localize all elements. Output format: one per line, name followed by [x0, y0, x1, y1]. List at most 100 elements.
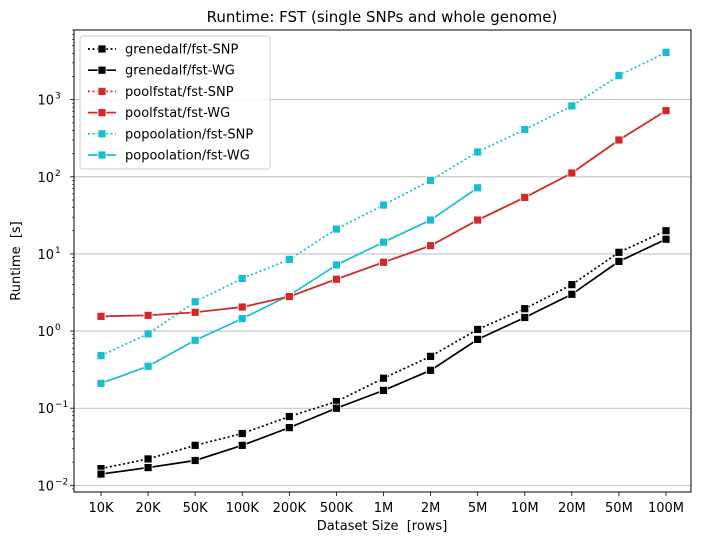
data-point	[143, 310, 153, 320]
y-tick-label: 10	[37, 171, 54, 186]
x-tick-label: 10M	[511, 501, 539, 516]
data-point	[190, 440, 200, 450]
data-point	[567, 280, 577, 290]
data-point	[237, 440, 247, 450]
data-point	[661, 106, 671, 116]
data-point	[190, 335, 200, 345]
y-axis-title: Runtime [s]	[9, 221, 24, 300]
x-tick-label: 500K	[320, 501, 354, 516]
y-tick-base: 10	[37, 325, 54, 340]
x-tick-label: 50M	[605, 501, 633, 516]
data-point	[473, 183, 483, 193]
x-tick-label: 5M	[468, 501, 488, 516]
data-point	[379, 386, 388, 395]
x-tick-label: 100K	[226, 501, 260, 516]
data-point	[332, 224, 341, 234]
data-point	[332, 274, 341, 284]
x-tick-label: 1M	[374, 501, 394, 516]
data-point	[237, 302, 247, 312]
legend-item: popoolation/fst-WG	[88, 149, 250, 164]
data-point	[614, 257, 624, 266]
data-point	[614, 71, 624, 81]
data-point	[190, 456, 200, 465]
legend-label: poolfstat/fst-WG	[125, 106, 230, 121]
legend-item: poolfstat/fst-WG	[88, 106, 230, 121]
plot-frame	[73, 29, 692, 493]
data-point	[237, 274, 247, 283]
data-point	[614, 135, 624, 145]
data-point	[143, 454, 153, 464]
data-point	[284, 254, 294, 264]
data-point	[284, 412, 294, 421]
data-point	[473, 215, 483, 225]
series-line	[100, 238, 667, 475]
data-point	[143, 463, 153, 472]
x-tick-label: 2M	[421, 501, 441, 516]
legend-marker	[97, 129, 107, 139]
data-point	[520, 304, 530, 314]
data-point	[473, 147, 483, 157]
legend-label: popoolation/fst-SNP	[125, 127, 253, 142]
x-tick-label: 50K	[183, 501, 209, 516]
data-point	[520, 313, 530, 322]
legend-marker	[97, 108, 107, 117]
data-point	[96, 469, 106, 479]
data-point	[426, 351, 435, 361]
y-tick-base: 10	[37, 479, 54, 494]
data-point	[379, 257, 388, 267]
series-poolfstat-fst-snp	[96, 106, 671, 321]
x-tick-label: 20K	[136, 501, 162, 516]
legend-label: grenedalf/fst-WG	[125, 64, 235, 79]
data-point	[426, 215, 435, 225]
y-tick-exponent: 2	[55, 169, 61, 179]
data-point	[332, 260, 341, 270]
legend-label: grenedalf/fst-SNP	[125, 43, 238, 58]
data-point	[379, 373, 388, 383]
data-point	[379, 200, 388, 210]
y-tick-base: 10	[37, 94, 54, 109]
legend-marker	[97, 87, 107, 96]
x-axis-title: Dataset Size [rows]	[317, 519, 448, 534]
legend-item: grenedalf/fst-SNP	[88, 43, 238, 58]
data-point	[143, 329, 153, 339]
data-point	[426, 175, 435, 185]
data-point	[614, 247, 624, 257]
legend-item: poolfstat/fst-SNP	[88, 85, 234, 100]
y-tick-base: 10	[37, 402, 54, 417]
y-tick-label: 10	[37, 94, 54, 109]
data-point	[661, 47, 671, 57]
y-tick-base: 10	[37, 248, 54, 263]
y-tick-exponent: 3	[55, 92, 61, 102]
series-line	[100, 187, 479, 385]
legend: grenedalf/fst-SNP grenedalf/fst-WG poolfst…	[79, 35, 271, 170]
y-tick-label: 10	[37, 248, 54, 263]
y-tick-label: 10	[37, 325, 54, 340]
y-tick-exponent: −1	[55, 400, 68, 410]
y-tick-exponent: −2	[55, 477, 68, 487]
data-point	[143, 361, 153, 371]
series-popoolation-fst-snp	[96, 47, 671, 361]
legend-item: popoolation/fst-SNP	[88, 127, 253, 142]
data-point	[520, 193, 530, 202]
chart-title: Runtime: FST (single SNPs and whole geno…	[207, 8, 558, 26]
y-tick-label: 10	[37, 479, 54, 494]
x-tick-label: 10K	[88, 501, 114, 516]
data-point	[96, 351, 106, 361]
data-point	[379, 237, 388, 247]
series-popoolation-fst-wg	[96, 183, 483, 388]
data-point	[96, 311, 106, 321]
legend-marker	[97, 150, 107, 160]
legend-marker	[97, 65, 107, 75]
data-point	[284, 423, 294, 433]
data-point	[567, 101, 577, 111]
data-point	[661, 234, 671, 244]
y-tick-base: 10	[37, 171, 54, 186]
y-tick-label: 10	[37, 402, 54, 417]
data-point	[473, 334, 483, 344]
data-point	[426, 365, 435, 375]
x-tick-label: 100M	[648, 501, 684, 516]
data-point	[567, 289, 577, 299]
x-axis: 10K 20K 50K 100K 200K 500K 1M 2M 5M 10M 20M 50M 100M	[88, 492, 684, 516]
